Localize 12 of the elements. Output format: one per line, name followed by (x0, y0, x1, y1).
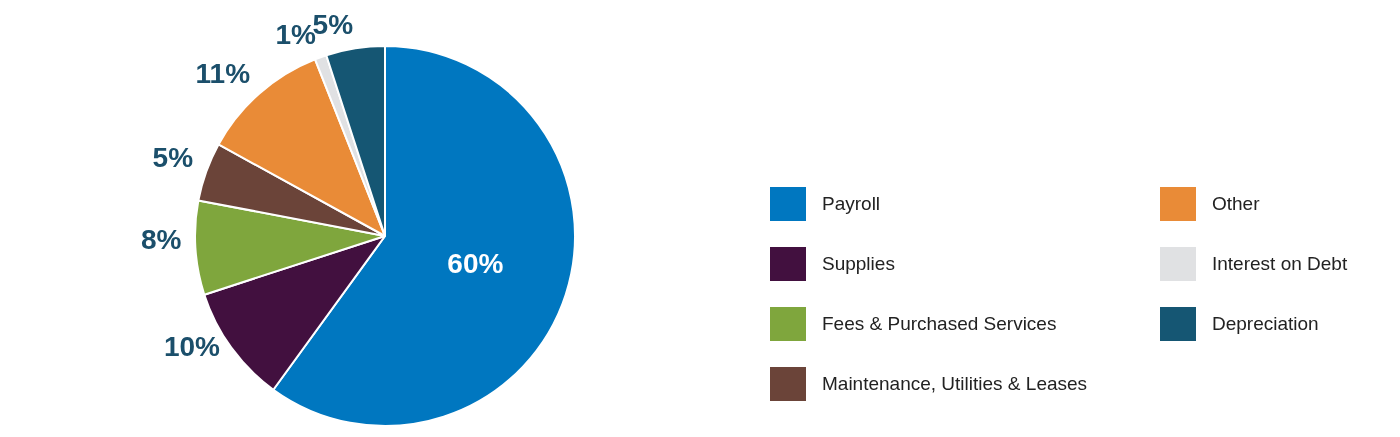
data-label: 10% (163, 330, 221, 362)
legend-label: Interest on Debt (1212, 252, 1348, 275)
legend-label: Maintenance, Utilities & Leases (822, 372, 1088, 395)
data-label: 5% (152, 141, 194, 173)
legend-label: Other (1212, 192, 1260, 215)
legend-label: Payroll (822, 192, 881, 215)
legend-label: Fees & Purchased Services (822, 312, 1057, 335)
data-label: 60% (447, 248, 504, 280)
data-label: 8% (140, 223, 182, 255)
legend-label: Supplies (822, 252, 895, 275)
legend-label: Depreciation (1212, 312, 1319, 335)
data-label: 11% (195, 57, 251, 89)
